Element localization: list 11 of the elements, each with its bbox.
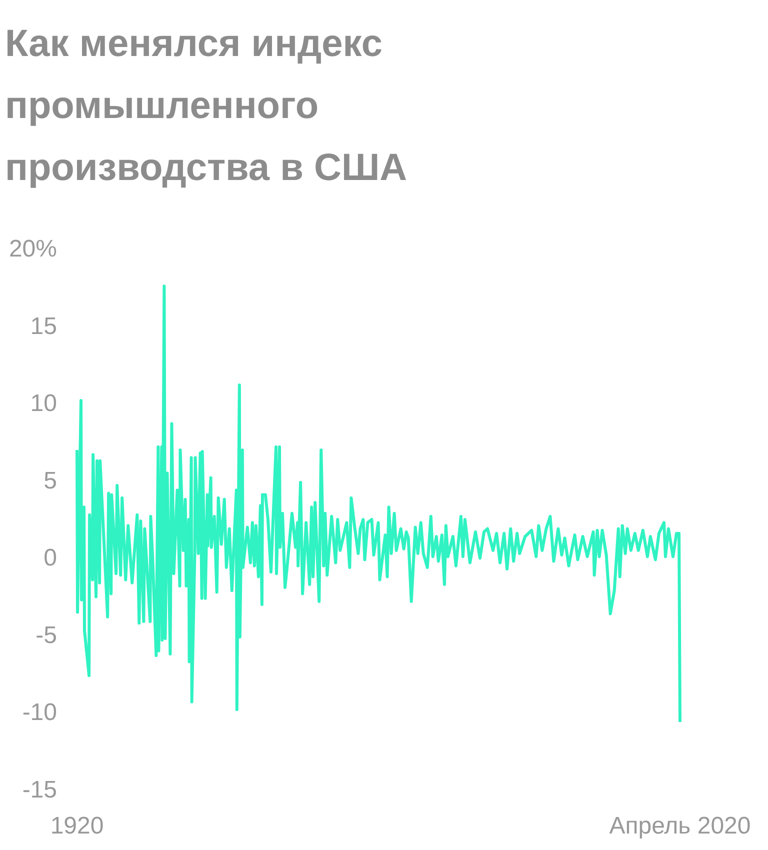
y-tick-label: 20% <box>8 236 57 262</box>
chart-title: Как менялся индекс промышленного производства в США <box>5 23 408 189</box>
y-tick-label: 5 <box>44 467 57 494</box>
x-tick-label: 1920 <box>50 812 104 840</box>
y-tick-label: 10 <box>30 390 57 418</box>
y-tick-label: 15 <box>30 312 57 340</box>
x-tick-label: Апрель 2020 <box>609 812 751 840</box>
y-tick-label: -15 <box>22 776 57 804</box>
y-tick-label: -5 <box>36 622 57 649</box>
y-tick-label: -10 <box>22 699 57 726</box>
y-tick-label: 0 <box>44 544 57 572</box>
